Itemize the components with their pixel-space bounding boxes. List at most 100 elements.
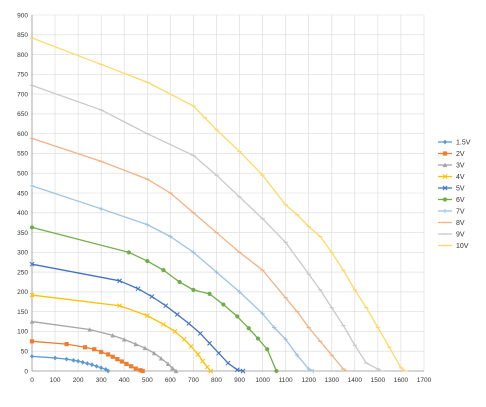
data-point [195, 351, 201, 357]
data-point [265, 347, 270, 352]
data-point [129, 364, 134, 369]
data-point [110, 354, 115, 359]
data-point [200, 358, 206, 364]
data-point [29, 225, 35, 230]
legend-label: 3V [456, 162, 465, 169]
x-tick-label: 1200 [301, 377, 316, 384]
series-9V [29, 84, 384, 372]
y-tick-label: 250 [17, 269, 28, 276]
data-point [103, 367, 108, 372]
data-point [29, 292, 35, 298]
data-point [29, 183, 35, 188]
data-point [144, 313, 150, 319]
data-point [174, 311, 180, 317]
data-point [160, 321, 166, 327]
data-point [29, 261, 35, 267]
data-point [158, 355, 164, 361]
legend-item: 6V [438, 197, 465, 204]
series-line [31, 185, 314, 372]
data-point [186, 321, 192, 326]
legend-label: 10V [456, 243, 469, 250]
data-point [197, 330, 203, 336]
legend-label: 4V [456, 174, 465, 181]
legend-label: 2V [456, 151, 465, 158]
data-point [306, 366, 311, 372]
data-point [208, 368, 214, 374]
y-tick-label: 700 [17, 91, 28, 98]
gridlines [31, 14, 425, 372]
x-tick-label: 100 [50, 377, 61, 384]
data-point [115, 357, 120, 362]
data-point [172, 328, 178, 334]
legend-label: 5V [456, 185, 465, 192]
data-point [87, 327, 92, 332]
series-7V [29, 183, 316, 374]
data-point [121, 336, 127, 342]
data-point [94, 363, 99, 369]
data-point [89, 362, 95, 368]
data-point [99, 206, 104, 211]
data-point [99, 365, 104, 371]
series-lines [29, 37, 408, 374]
data-point [71, 357, 76, 363]
y-tick-label: 600 [17, 131, 28, 138]
legend-item: 2V [438, 151, 465, 158]
y-tick-label: 0 [24, 368, 28, 375]
data-point [235, 314, 240, 319]
data-point [161, 268, 166, 273]
legend-item: 9V [438, 231, 465, 238]
series-line [31, 37, 406, 372]
data-point [221, 302, 226, 307]
series-10V [29, 37, 408, 372]
data-point [138, 368, 143, 373]
data-point [177, 279, 182, 285]
series-line [31, 340, 143, 372]
legend-label: 9V [456, 231, 465, 238]
data-point [151, 350, 157, 356]
data-point [283, 337, 288, 342]
x-tick-label: 600 [165, 377, 176, 384]
data-point [207, 340, 213, 346]
data-point [214, 270, 219, 275]
data-point [117, 303, 123, 309]
legend-item: 4V [438, 174, 465, 181]
y-tick-label: 50 [21, 349, 29, 356]
data-point [117, 278, 123, 284]
data-point [274, 368, 279, 374]
y-tick-label: 450 [17, 190, 28, 197]
legend-label: 8V [456, 220, 465, 227]
series-line [31, 263, 244, 372]
data-point [246, 326, 251, 331]
data-point [133, 341, 139, 347]
x-tick-label: 700 [188, 377, 199, 384]
y-tick-label: 150 [17, 309, 28, 316]
data-point [191, 250, 196, 255]
series-line [31, 355, 109, 372]
series-1.5V [29, 353, 111, 374]
data-point [80, 359, 85, 365]
data-point [255, 336, 261, 341]
data-point [29, 319, 35, 324]
data-point [85, 361, 90, 366]
tick-labels: 0 100 200 300 400 500 600 700 800 900 1000 1100 1200… [17, 12, 431, 384]
x-tick-label: 1300 [325, 377, 340, 384]
data-point [163, 303, 169, 309]
x-tick-label: 1400 [348, 377, 363, 384]
data-point [133, 366, 138, 371]
legend-marker [442, 162, 448, 168]
legend-item: 7V [438, 208, 465, 215]
x-tick-label: 400 [119, 377, 130, 384]
legend-marker [442, 174, 448, 179]
data-point [135, 286, 141, 292]
data-point [64, 356, 69, 362]
data-point [29, 353, 35, 359]
data-point [225, 360, 231, 366]
data-point [110, 333, 116, 338]
y-tick-label: 400 [17, 210, 28, 217]
y-tick-label: 900 [17, 12, 28, 19]
data-point [260, 311, 265, 316]
series-3V [29, 319, 179, 374]
data-point [29, 339, 35, 344]
data-point [105, 352, 111, 357]
